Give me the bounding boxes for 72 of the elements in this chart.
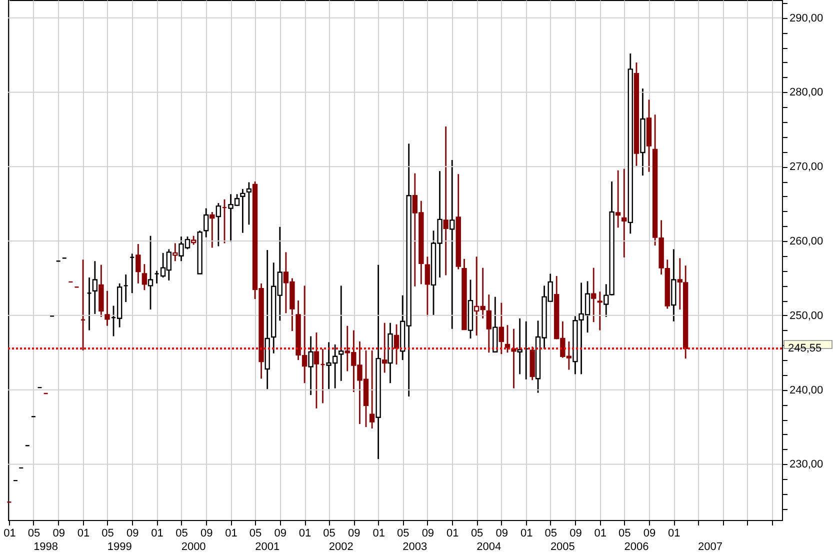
x-tick-label: 01 [4,528,16,540]
x2-tick-label: 2004 [476,541,502,553]
candlestick [104,290,110,327]
x2-tick-label: 2001 [255,541,280,553]
x2-tick-label: 2006 [624,541,649,553]
x-tick-label: 01 [372,528,385,540]
candlestick [615,170,621,228]
x2-tick-label: 2000 [181,541,206,553]
x-tick-label: 09 [570,528,582,540]
ref-line-label: 245,55 [788,342,822,355]
x-tick-label: 01 [298,528,312,540]
x-tick-label: 05 [618,528,631,540]
candlestick [450,159,455,330]
y-tick-label: 240,00 [790,384,824,396]
x2-tick-label: 2005 [550,541,575,553]
candlestick [204,208,209,238]
y-tick-label: 260,00 [790,236,824,248]
candlestick [394,324,400,366]
x-tick-label: 01 [77,528,90,540]
candlestick [338,284,344,382]
x-tick-label: 05 [176,528,188,540]
candlestick [246,182,252,226]
x-tick-label: 05 [28,528,40,540]
x-tick-label: 01 [225,528,238,540]
x-tick-label: 01 [520,528,533,540]
candlestick [92,260,98,315]
candlestick [148,235,154,310]
candlestick [240,188,246,234]
candlestick [142,263,148,291]
x-tick-label: 09 [496,528,508,540]
x-tick-label: 05 [396,528,410,540]
candlestick [504,324,510,354]
x-tick-label: 01 [446,528,459,540]
candlestick [591,267,596,323]
x-tick-label: 09 [422,528,434,540]
x-tick-label: 05 [102,528,114,540]
candlestick [443,126,448,276]
x2-tick-label: 2007 [698,541,722,553]
x-tick-label: 09 [126,528,139,540]
x2-tick-label: 2003 [402,541,428,553]
x2-tick-label: 2002 [328,541,354,553]
candlestick [622,168,627,258]
x-tick-label: 09 [348,528,360,540]
y-tick-label: 290,00 [790,12,824,24]
candlestick [517,318,522,375]
x-tick-label: 09 [52,528,65,540]
x-tick-label: 05 [470,528,484,540]
x-tick-label: 05 [544,528,557,540]
y-tick-label: 270,00 [790,161,824,174]
x-tick-label: 01 [151,528,164,540]
candlestick [382,322,388,374]
candlestick [136,243,141,284]
candlestick [308,336,314,396]
candlestick [498,302,504,355]
x2-tick-label: 1998 [34,541,58,553]
candlestick [369,350,375,430]
x-tick-label: 05 [249,528,262,540]
candlestick [216,202,222,247]
candlestick [210,211,215,248]
x2-tick-label: 1999 [107,541,132,553]
x-tick-label: 09 [200,528,213,540]
x-tick-label: 01 [668,528,680,540]
y-tick-label: 280,00 [790,86,824,99]
candlestick [486,294,492,354]
y-tick-label: 230,00 [790,458,824,471]
x-tick-label: 09 [643,528,656,540]
y-tick-label: 250,00 [790,310,824,322]
x-tick-label: 01 [594,528,606,540]
candlestick [424,256,430,317]
x-tick-label: 05 [323,528,336,540]
candlestick [597,290,602,331]
x-tick-label: 09 [274,528,287,540]
